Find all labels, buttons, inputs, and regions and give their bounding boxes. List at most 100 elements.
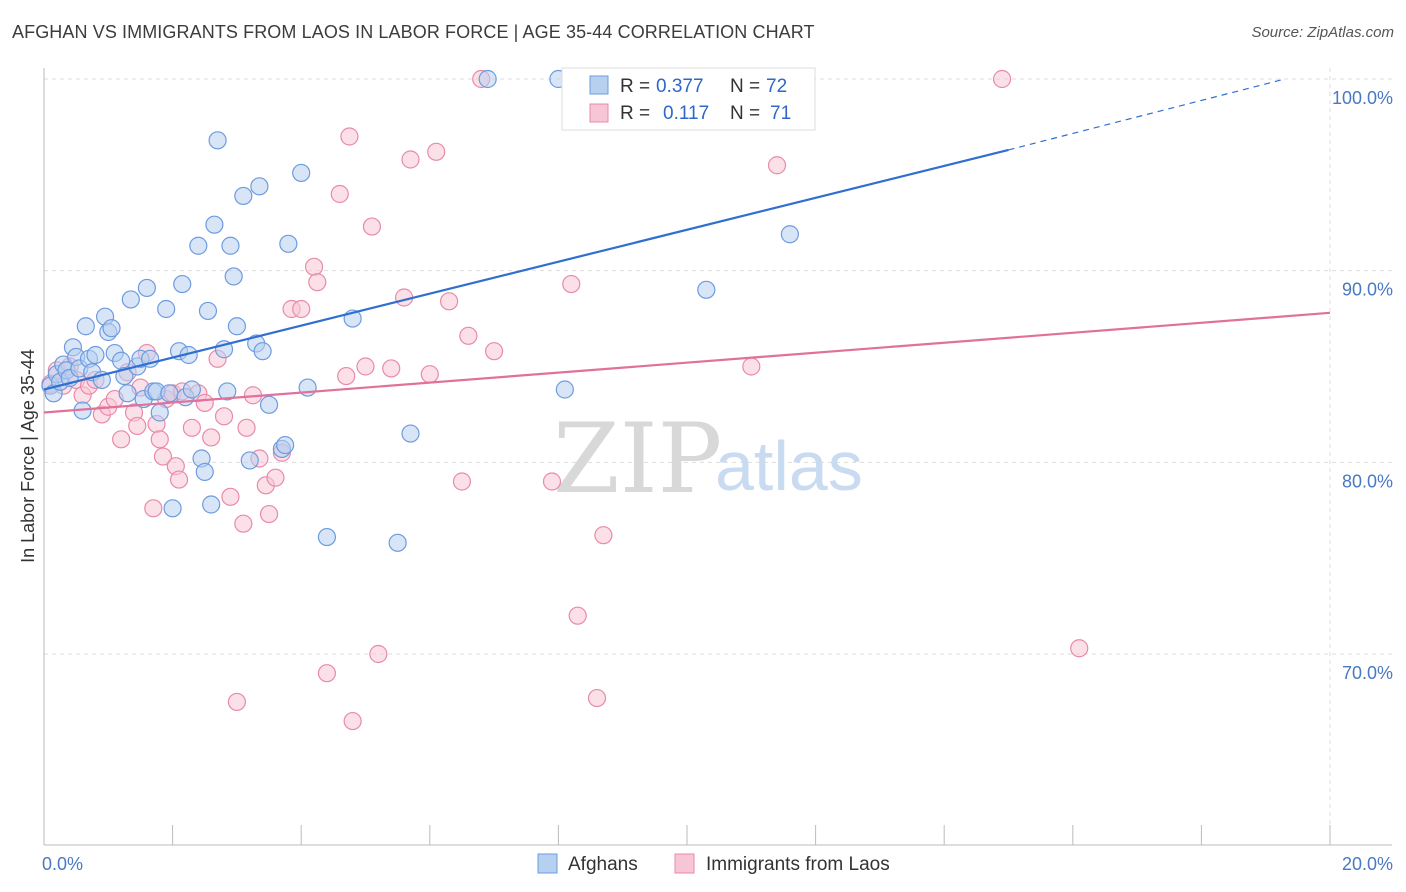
laos-point: [382, 359, 401, 378]
laos-point: [182, 418, 201, 437]
y-tick-labels: 70.0% 80.0% 90.0% 100.0%: [1332, 88, 1393, 683]
laos-point: [369, 644, 388, 664]
afghans-point: [224, 267, 243, 286]
laos-point: [485, 342, 504, 361]
correlation-legend: R = 0.377 N = 72 R = 0.117 N = 71: [561, 67, 816, 131]
x-tick-label: 20.0%: [1342, 854, 1393, 874]
afghans-point: [115, 366, 134, 386]
series-legend: Afghans Immigrants from Laos: [537, 853, 890, 875]
watermark-atlas: atlas: [715, 427, 863, 505]
afghans-point: [160, 384, 179, 403]
series-legend-swatch-laos: [674, 853, 695, 874]
laos-point: [237, 418, 256, 437]
afghans-point: [221, 236, 240, 255]
afghans-point: [218, 382, 237, 401]
afghans-point: [208, 131, 227, 150]
afghans-points: [41, 69, 799, 552]
laos-point: [214, 407, 234, 426]
afghans-point: [234, 186, 253, 206]
afghans-point: [198, 301, 218, 321]
laos-point: [340, 127, 359, 146]
legend-n-label-afghans: N =: [730, 76, 760, 97]
laos-point: [292, 299, 311, 319]
legend-swatch-afghans: [589, 75, 609, 95]
legend-n-value-laos: 71: [770, 103, 791, 124]
afghans-trend-line: [43, 148, 1009, 391]
laos-point: [362, 217, 382, 236]
laos-point: [343, 711, 362, 731]
afghans-point: [317, 527, 337, 547]
laos-point: [304, 257, 324, 276]
legend-r-label-afghans: R =: [620, 76, 650, 97]
laos-point: [356, 357, 375, 376]
afghans-point: [279, 234, 298, 253]
laos-point: [112, 430, 131, 449]
legend-n-value-afghans: 72: [766, 76, 787, 97]
laos-point: [153, 447, 173, 466]
x-tick-label: 0.0%: [42, 854, 83, 874]
afghans-point: [401, 424, 420, 443]
axes: [43, 68, 1392, 846]
laos-point: [401, 150, 420, 169]
afghans-point: [202, 495, 221, 514]
laos-point: [221, 487, 240, 506]
laos-point: [1070, 639, 1089, 658]
afghans-point: [173, 274, 192, 294]
watermark-zip: ZIP: [553, 403, 722, 515]
laos-point: [266, 468, 285, 487]
laos-point: [144, 499, 163, 518]
legend-swatch-laos: [589, 103, 609, 123]
laos-point: [259, 504, 279, 524]
afghans-point: [276, 435, 295, 455]
laos-point: [742, 357, 761, 376]
laos-point: [234, 514, 253, 533]
laos-point: [459, 326, 478, 345]
y-tick-label: 90.0%: [1342, 280, 1393, 300]
legend-r-value-laos: 0.117: [663, 103, 709, 124]
afghans-point: [76, 317, 95, 336]
laos-point: [308, 273, 327, 292]
afghans-point: [259, 395, 279, 414]
series-legend-label-afghans: Afghans: [568, 854, 638, 875]
laos-trend-line: [43, 311, 1331, 414]
afghans-point: [182, 380, 201, 399]
laos-point: [767, 156, 787, 175]
afghans-point: [250, 177, 269, 196]
x-tick-labels: 0.0% 20.0%: [42, 854, 1393, 874]
laos-point: [542, 472, 562, 491]
afghans-point: [157, 299, 176, 319]
legend-n-label-laos: N =: [730, 103, 760, 124]
legend-r-label-laos: R =: [620, 103, 650, 124]
y-axis-label: In Labor Force | Age 35-44: [18, 349, 38, 563]
laos-point: [128, 416, 147, 436]
laos-point: [337, 366, 356, 386]
y-tick-label: 70.0%: [1342, 663, 1393, 683]
laos-point: [562, 274, 581, 294]
afghans-point: [189, 236, 208, 255]
afghans-point: [137, 278, 156, 298]
laos-point: [169, 470, 189, 489]
laos-point: [330, 184, 349, 204]
afghans-point: [227, 317, 246, 336]
watermark: ZIP atlas: [553, 403, 863, 515]
afghans-point: [697, 280, 716, 299]
afghans-point: [150, 403, 169, 422]
x-tick-marks: [43, 825, 1331, 845]
laos-point: [452, 472, 472, 491]
afghans-point: [253, 342, 272, 361]
y-tick-label: 100.0%: [1332, 88, 1393, 108]
afghans-point: [780, 225, 799, 244]
afghans-point: [478, 69, 497, 89]
afghans-point: [205, 215, 224, 234]
afghans-point: [102, 319, 121, 338]
afghans-point: [86, 345, 105, 365]
laos-point: [427, 142, 446, 161]
afghans-point: [388, 533, 407, 552]
laos-point: [150, 430, 169, 449]
laos-point: [439, 292, 459, 311]
afghans-point: [240, 451, 259, 470]
laos-point: [317, 664, 337, 683]
laos-point: [420, 365, 439, 384]
trend-lines: [43, 78, 1331, 414]
